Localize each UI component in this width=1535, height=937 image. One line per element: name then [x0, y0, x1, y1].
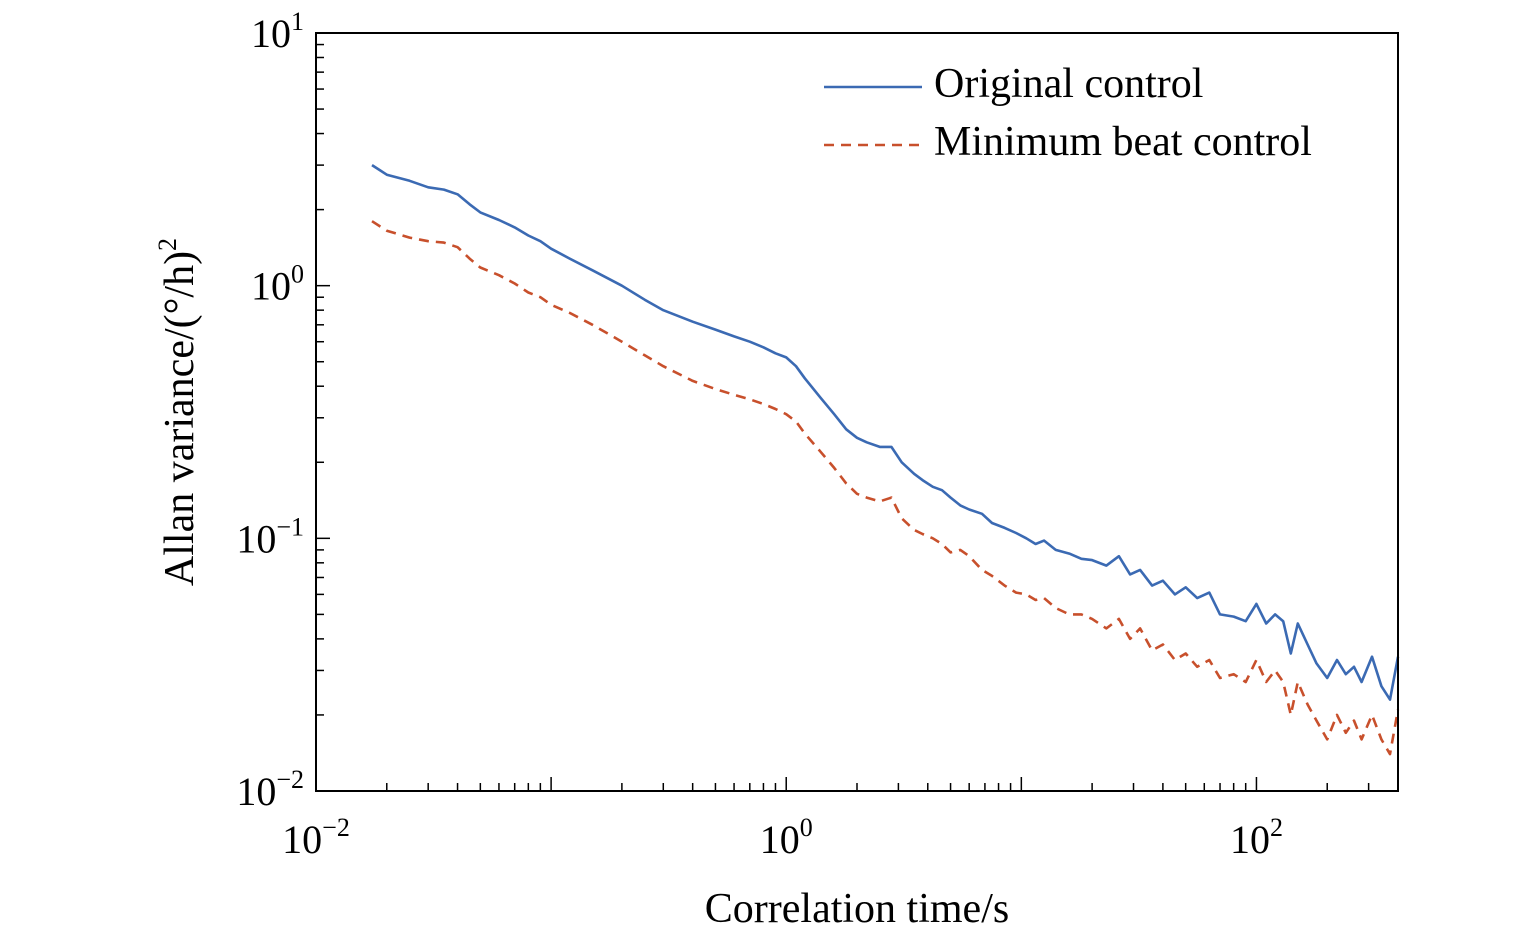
y-tick-label: 10−2 [236, 765, 304, 814]
x-tick-label: 100 [760, 813, 813, 862]
y-tick-label: 101 [251, 7, 304, 56]
legend-label-minimum: Minimum beat control [934, 119, 1312, 165]
y-axis-title: Allan variance/(°/h)2 [153, 238, 203, 586]
x-axis-title: Correlation time/s [705, 886, 1009, 932]
y-axis-title-main: Allan variance/(°/h) [157, 251, 203, 586]
tick-marks [315, 32, 1399, 792]
series-line-original-control [371, 164, 1400, 701]
legend: Original control Minimum beat control [824, 61, 1312, 165]
legend-label-original: Original control [934, 61, 1203, 107]
series-line-minimum-beat-control [371, 220, 1400, 756]
series-layer [371, 164, 1400, 756]
y-tick-label: 10−1 [236, 512, 304, 561]
y-tick-label: 100 [251, 260, 304, 309]
y-axis-title-sup: 2 [153, 238, 182, 251]
plot-frame [315, 32, 1399, 792]
tick-labels: 10−2 100 102 10−2 10−1 100 101 [236, 7, 1283, 862]
x-tick-label: 102 [1230, 813, 1283, 862]
x-tick-label: 10−2 [282, 813, 350, 862]
